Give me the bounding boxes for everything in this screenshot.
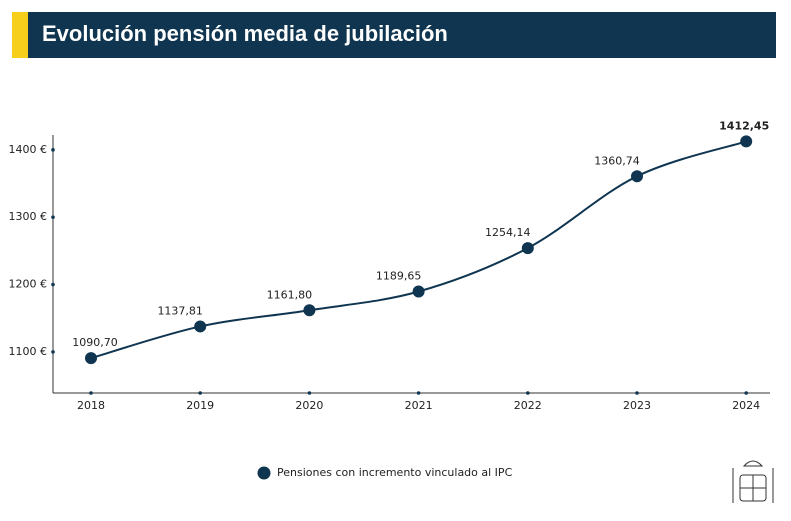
value-label: 1090,70 xyxy=(72,336,118,349)
value-label: 1161,80 xyxy=(267,288,313,301)
value-label: 1137,81 xyxy=(157,304,203,317)
x-tick xyxy=(89,391,93,395)
y-tick xyxy=(51,215,55,219)
y-tick-label: 1100 € xyxy=(9,345,48,358)
y-tick-label: 1400 € xyxy=(9,143,48,156)
y-tick xyxy=(51,350,55,354)
y-tick-label: 1200 € xyxy=(9,278,48,291)
x-tick-label: 2022 xyxy=(514,399,542,412)
point xyxy=(303,304,316,317)
y-tick xyxy=(51,282,55,287)
point xyxy=(194,320,207,333)
value-label: 1254,14 xyxy=(485,226,531,239)
line xyxy=(90,140,747,360)
legend-label: Pensiones con incremento vinculado al IP… xyxy=(277,466,513,479)
value-label: 1189,65 xyxy=(376,270,422,283)
y-tick-label: 1300 € xyxy=(9,210,48,223)
point xyxy=(521,242,534,255)
x-tick xyxy=(526,391,530,395)
point xyxy=(85,352,97,365)
x-tick xyxy=(307,391,312,395)
header-bar xyxy=(28,12,776,58)
x-tick-label: 2019 xyxy=(186,399,214,412)
x-tick-label: 2018 xyxy=(77,399,105,412)
value-label: 1412,45 xyxy=(719,119,769,132)
value-label: 1360,74 xyxy=(594,154,640,167)
x-tick xyxy=(744,391,748,395)
legend-marker xyxy=(257,466,271,480)
x-tick xyxy=(198,391,202,395)
x-tick xyxy=(635,391,639,395)
point xyxy=(412,285,425,298)
y-tick xyxy=(51,148,55,152)
x-tick-label: 2024 xyxy=(732,399,760,412)
x-tick-label: 2020 xyxy=(295,399,323,412)
chart-title: Evolución pensión media de jubilación xyxy=(42,21,448,46)
x-tick xyxy=(416,391,421,395)
x-tick-label: 2023 xyxy=(623,399,651,412)
x-tick-label: 2021 xyxy=(405,399,433,412)
header-stripe xyxy=(12,12,28,58)
coat-of-arms xyxy=(732,460,774,503)
point xyxy=(740,135,753,148)
point xyxy=(631,170,643,183)
